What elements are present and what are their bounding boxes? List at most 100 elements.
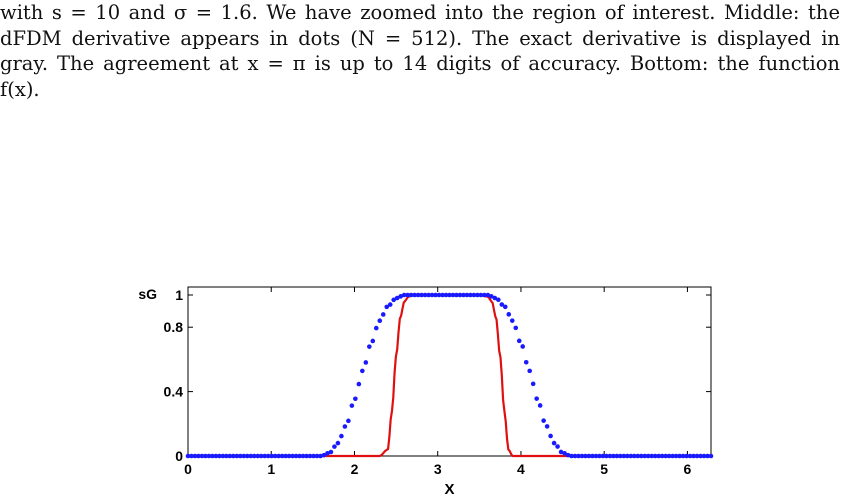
series-dot (705, 453, 710, 459)
series-dot (401, 292, 407, 298)
caption-line-2: dFDM derivative appears in dots (N = 512… (0, 26, 840, 50)
series-dot (394, 295, 400, 301)
series-dot (360, 368, 365, 374)
series-dot (332, 444, 337, 449)
series-dot (311, 453, 316, 459)
series-dot (544, 424, 550, 429)
series-dot (628, 453, 634, 459)
series-dot (300, 453, 306, 459)
series-dot (691, 453, 696, 459)
x-tick-label: 5 (600, 461, 608, 477)
series-dot (328, 449, 334, 455)
series-dot (241, 453, 247, 459)
series-dot (516, 338, 522, 344)
series-dot (534, 396, 539, 401)
series-dot (638, 453, 644, 459)
series-dot (370, 338, 376, 344)
series-dot (482, 292, 487, 298)
series-dot (447, 292, 452, 298)
series-dot (380, 312, 386, 317)
series-dot (255, 453, 261, 459)
series-dot (611, 453, 616, 459)
series-dot (652, 453, 658, 459)
plot-frame (187, 286, 712, 457)
series-dot (262, 453, 268, 459)
series-dot (471, 292, 477, 298)
series-dot (436, 292, 442, 298)
series-dot (398, 294, 403, 299)
series-dot (415, 292, 421, 298)
series-dot (562, 450, 567, 456)
series-dot (422, 292, 428, 298)
series-dot (185, 453, 191, 459)
series-dot (464, 292, 470, 298)
series-dot (349, 403, 355, 408)
series-dot (220, 453, 226, 459)
series-dot (206, 453, 212, 459)
series-dot (213, 453, 219, 459)
series-dot (426, 292, 431, 298)
series-dot (377, 318, 383, 324)
series-dot (684, 453, 689, 459)
series-dot (429, 292, 435, 298)
series-dot (614, 453, 620, 459)
series-dot (192, 453, 198, 459)
series-dot (631, 453, 637, 459)
series-dot (499, 302, 505, 307)
series-dot (597, 453, 602, 459)
series-dot (541, 418, 546, 423)
series-dot (248, 453, 254, 459)
series-dot (269, 453, 274, 459)
series-dot (450, 292, 456, 298)
series-dot (391, 297, 397, 303)
y-tick-label: 0.4 (164, 384, 184, 400)
series-dot (509, 318, 515, 323)
series-dot (419, 292, 424, 298)
series-dot (227, 453, 233, 459)
series-dot (530, 381, 536, 387)
series-dot (701, 453, 707, 459)
series-dot (283, 453, 288, 459)
series-dot (258, 453, 264, 459)
series-dot (297, 453, 302, 459)
caption-line-4: f(x). (0, 77, 40, 101)
series-dot (335, 440, 341, 446)
series-dot (367, 344, 372, 349)
x-tick-label: 4 (517, 461, 525, 477)
series-dot (645, 453, 651, 459)
series-dot (607, 453, 613, 459)
series-dot (461, 292, 466, 298)
series-dot (555, 444, 560, 449)
series-line-1 (188, 293, 711, 458)
series-dot (576, 453, 581, 459)
series-dot (680, 453, 686, 459)
figure-caption: with s = 10 and σ = 1.6. We have zoomed … (0, 0, 848, 102)
series-dot (443, 292, 449, 298)
x-tick-label: 2 (351, 461, 359, 477)
x-tick-label: 3 (434, 461, 442, 477)
x-axis-label: X (444, 481, 454, 498)
series-dot (586, 453, 592, 459)
series-dot (199, 453, 205, 459)
series-dot (604, 453, 609, 459)
series-dot (558, 449, 564, 455)
series-dot (189, 453, 194, 459)
series-dot (565, 452, 571, 458)
series-dot (513, 325, 519, 331)
series-dot (502, 304, 508, 310)
caption-line-1: with s = 10 and σ = 1.6. We have zoomed … (0, 1, 840, 24)
series-dot (314, 453, 320, 459)
series-dot (485, 292, 491, 298)
series-dot (600, 453, 606, 459)
series-dot (618, 453, 623, 459)
series-dot (384, 304, 390, 310)
series-dot (196, 453, 201, 459)
series-dot (551, 440, 557, 446)
series-dot (537, 403, 543, 408)
x-tick-label: 0 (184, 461, 192, 477)
series-dot (548, 433, 553, 439)
series-dot (489, 294, 494, 299)
series-dot (234, 453, 240, 459)
series-dot (265, 453, 271, 459)
